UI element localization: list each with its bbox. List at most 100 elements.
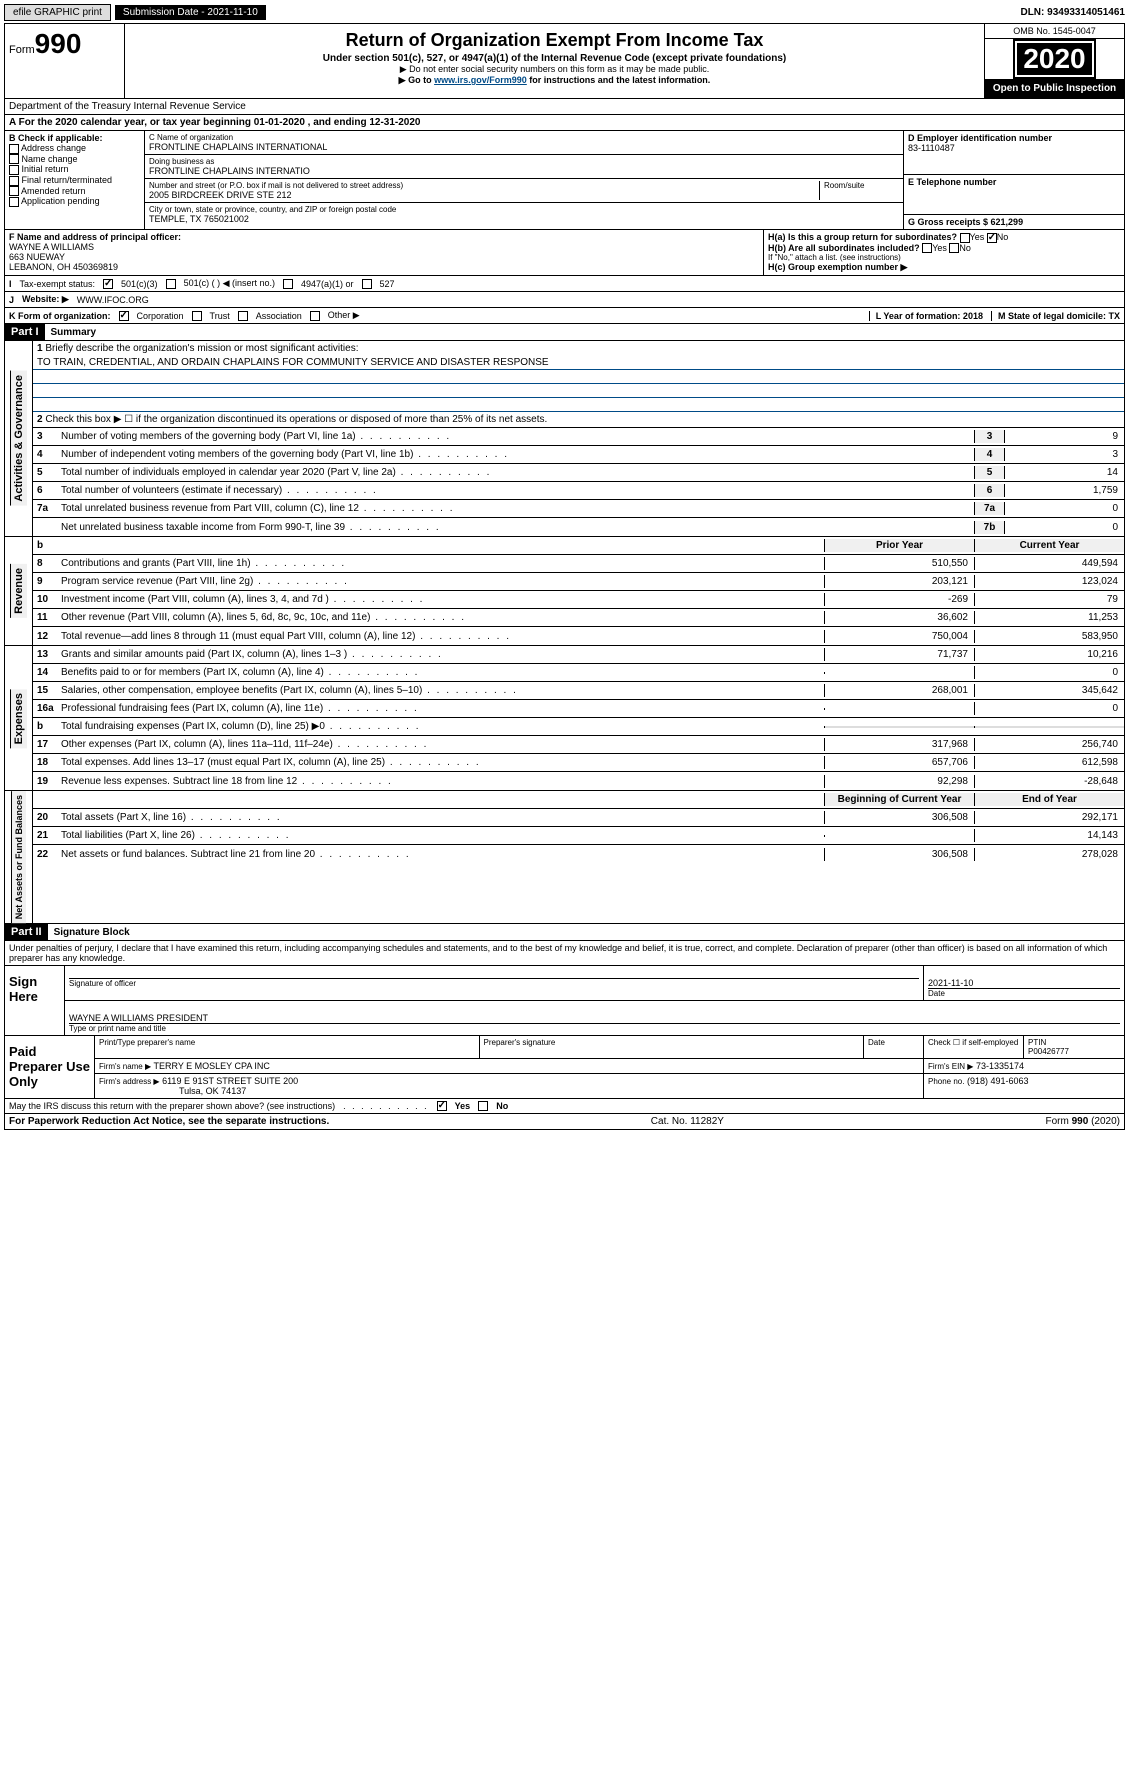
chk-corp[interactable] [119,311,129,321]
gov-line: 5 Total number of individuals employed i… [33,464,1124,482]
line-desc: Total assets (Part X, line 16) [57,811,824,824]
line-desc: Total number of individuals employed in … [57,466,974,479]
sig-name: WAYNE A WILLIAMS PRESIDENT [69,1003,1120,1024]
data-line: 17 Other expenses (Part IX, column (A), … [33,736,1124,754]
line-desc: Salaries, other compensation, employee b… [57,684,824,697]
sig-date: 2021-11-10 [928,968,1120,989]
discuss-yes: Yes [455,1101,471,1111]
irs-link[interactable]: www.irs.gov/Form990 [434,75,527,85]
submission-button[interactable]: Submission Date - 2021-11-10 [115,5,266,20]
firm-name-label: Firm's name ▶ [99,1062,151,1071]
current-header: Current Year [974,539,1124,552]
prior-val: 203,121 [824,575,974,588]
line-num: 16a [33,702,57,715]
current-val: 11,253 [974,611,1124,624]
open-public: Open to Public Inspection [985,79,1124,98]
discuss-yes-chk[interactable] [437,1101,447,1111]
line-box: 5 [974,466,1004,479]
prior-val [824,726,974,728]
row-i: I Tax-exempt status: 501(c)(3) 501(c) ( … [5,276,1124,292]
opt-other: Other ▶ [328,310,360,321]
chk-amended[interactable]: Amended return [9,186,140,197]
line-box: 3 [974,430,1004,443]
phone-label: E Telephone number [908,177,1120,187]
line-num: 9 [33,575,57,588]
mission-text: TO TRAIN, CREDENTIAL, AND ORDAIN CHAPLAI… [33,356,1124,370]
expenses-section: Expenses 13 Grants and similar amounts p… [5,646,1124,791]
line-num: b [33,720,57,733]
prep-sig-h: Preparer's signature [480,1036,865,1058]
discuss-no-chk[interactable] [478,1101,488,1111]
prior-val: 268,001 [824,684,974,697]
data-line: 20 Total assets (Part X, line 16) 306,50… [33,809,1124,827]
chk-assoc[interactable] [238,311,248,321]
m-state: M State of legal domicile: TX [991,311,1120,321]
chk-trust[interactable] [192,311,202,321]
org-name: FRONTLINE CHAPLAINS INTERNATIONAL [149,142,899,152]
l2-num: 2 [37,414,43,425]
line-num: 12 [33,630,57,643]
dept-text: Department of the Treasury Internal Reve… [9,101,246,112]
form-word: Form [9,44,35,56]
current-val: 292,171 [974,811,1124,824]
form-title: Return of Organization Exempt From Incom… [129,30,980,51]
discuss-no: No [496,1101,508,1111]
line-val: 0 [1004,521,1124,534]
data-line: 19 Revenue less expenses. Subtract line … [33,772,1124,790]
current-val: 278,028 [974,848,1124,861]
rev-label: Revenue [10,564,27,618]
line-num: 13 [33,648,57,661]
chk-501c3[interactable] [103,279,113,289]
form-label-box: Form990 [5,24,125,98]
chk-name[interactable]: Name change [9,154,140,165]
firm-addr-label: Firm's address ▶ [99,1077,160,1086]
line-val: 0 [1004,502,1124,515]
chk-final[interactable]: Final return/terminated [9,175,140,186]
exp-label: Expenses [10,689,27,748]
sig-blank [69,968,919,979]
chk-address[interactable]: Address change [9,143,140,154]
prior-val: -269 [824,593,974,606]
current-val: 583,950 [974,630,1124,643]
gov-line: 3 Number of voting members of the govern… [33,428,1124,446]
data-line: 11 Other revenue (Part VIII, column (A),… [33,609,1124,627]
opt-527: 527 [380,279,395,289]
line-num: 15 [33,684,57,697]
current-val: -28,648 [974,775,1124,788]
addr-label: Number and street (or P.O. box if mail i… [149,181,819,190]
chk-initial[interactable]: Initial return [9,164,140,175]
firm-ein: 73-1335174 [976,1061,1024,1071]
firm-phone-label: Phone no. [928,1077,964,1086]
h-a: H(a) Is this a group return for subordin… [768,232,1120,243]
prior-val [824,672,974,674]
line-desc: Revenue less expenses. Subtract line 18 … [57,775,824,788]
chk-501c[interactable] [166,279,176,289]
dba-value: FRONTLINE CHAPLAINS INTERNATIO [149,166,899,176]
line-num: 20 [33,811,57,824]
line-desc: Professional fundraising fees (Part IX, … [57,702,824,715]
current-val: 0 [974,702,1124,715]
efile-button[interactable]: efile GRAPHIC print [4,4,111,21]
perjury-text: Under penalties of perjury, I declare th… [5,941,1124,966]
note2a: ▶ Go to [399,75,434,85]
opt-501c3: 501(c)(3) [121,279,158,289]
chk-other[interactable] [310,311,320,321]
line-num: 7a [33,502,57,515]
chk-4947[interactable] [283,279,293,289]
prior-val: 750,004 [824,630,974,643]
h-box: H(a) Is this a group return for subordin… [764,230,1124,275]
line1-wrap: 1 Briefly describe the organization's mi… [33,341,1124,356]
prior-val: 510,550 [824,557,974,570]
sign-here-label: Sign Here [5,966,65,1035]
prior-val: 657,706 [824,756,974,769]
chk-527[interactable] [362,279,372,289]
l2-text: Check this box ▶ ☐ if the organization d… [45,414,547,425]
officer-label: F Name and address of principal officer: [9,232,759,242]
subtitle: Under section 501(c), 527, or 4947(a)(1)… [129,53,980,64]
line-val: 14 [1004,466,1124,479]
mission-blank1 [33,370,1124,384]
addr-value: 2005 BIRDCREEK DRIVE STE 212 [149,190,819,200]
line-num: 4 [33,448,57,461]
firm-name: TERRY E MOSLEY CPA INC [153,1061,269,1071]
chk-pending[interactable]: Application pending [9,196,140,207]
